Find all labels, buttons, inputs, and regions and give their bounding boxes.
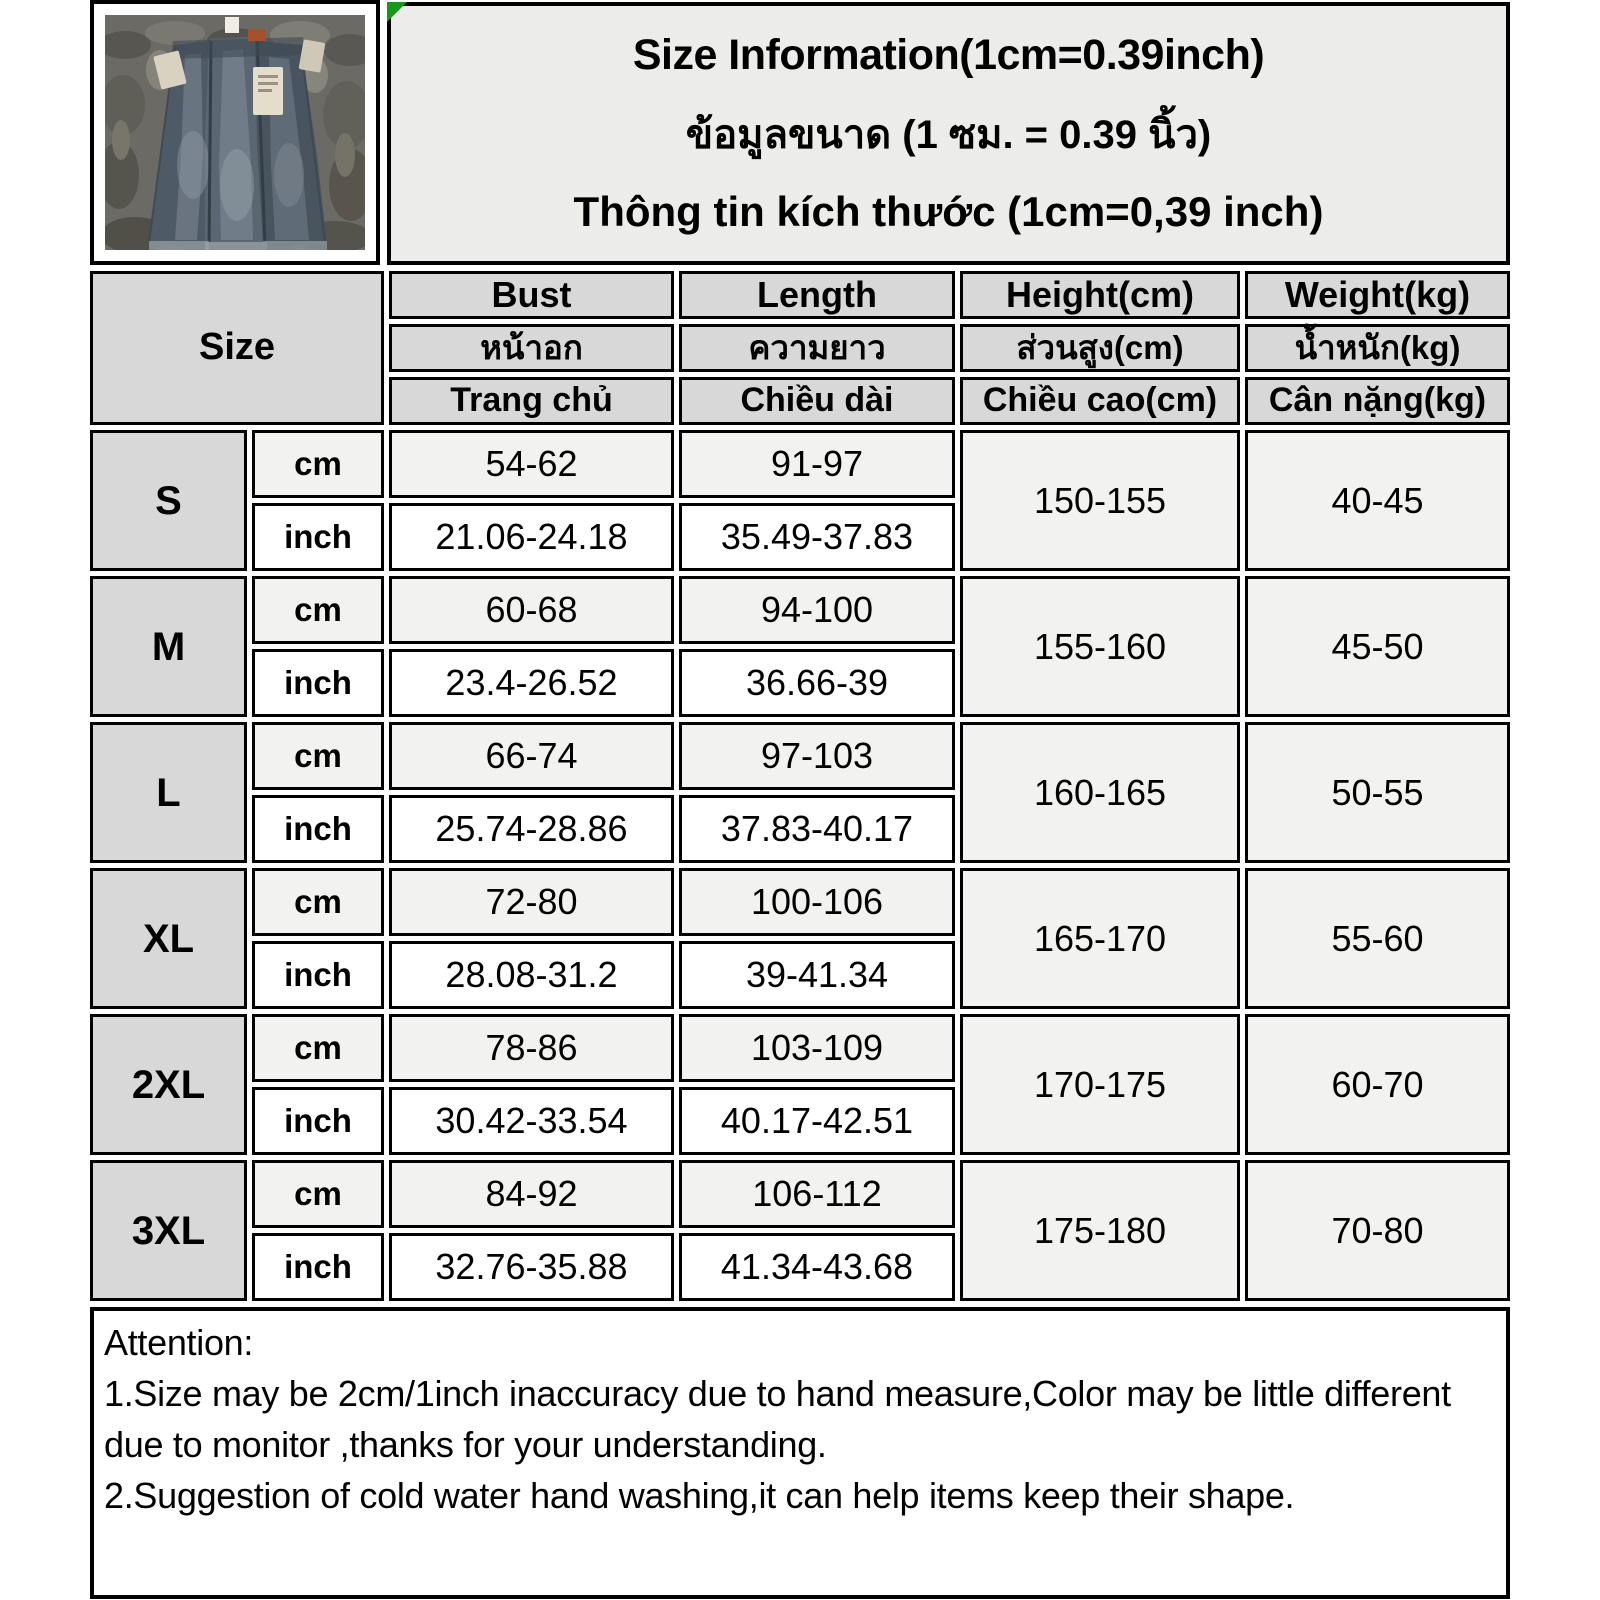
row-m-bust-cm: 60-68 bbox=[389, 576, 674, 644]
title-vietnamese: Thông tin kích thước (1cm=0,39 inch) bbox=[573, 188, 1324, 235]
row-xl-length-inch: 39-41.34 bbox=[679, 941, 955, 1009]
title-block: Size Information(1cm=0.39inch) ข้อมูลขนา… bbox=[387, 2, 1510, 265]
attention-heading: Attention: bbox=[104, 1322, 254, 1363]
row-2xl-bust-cm: 78-86 bbox=[389, 1014, 674, 1082]
header-bust-th: หน้าอก bbox=[389, 324, 674, 372]
row-xl-unit-cm: cm bbox=[252, 868, 384, 936]
row-l-label: L bbox=[90, 722, 247, 863]
row-s-length-cm: 91-97 bbox=[679, 430, 955, 498]
header-length-en: Length bbox=[679, 271, 955, 319]
row-l-bust-inch: 25.74-28.86 bbox=[389, 795, 674, 863]
product-photo-cell bbox=[90, 0, 380, 265]
row-xl-height: 165-170 bbox=[960, 868, 1240, 1009]
row-l-weight: 50-55 bbox=[1245, 722, 1510, 863]
product-photo bbox=[105, 15, 365, 250]
row-s-label: S bbox=[90, 430, 247, 571]
row-2xl-length-cm: 103-109 bbox=[679, 1014, 955, 1082]
row-2xl-bust-inch: 30.42-33.54 bbox=[389, 1087, 674, 1155]
row-xl-weight: 55-60 bbox=[1245, 868, 1510, 1009]
attention-note-2: 2.Suggestion of cold water hand washing,… bbox=[104, 1475, 1295, 1517]
row-l-unit-cm: cm bbox=[252, 722, 384, 790]
row-3xl-length-cm: 106-112 bbox=[679, 1160, 955, 1228]
row-m-weight: 45-50 bbox=[1245, 576, 1510, 717]
row-2xl-length-inch: 40.17-42.51 bbox=[679, 1087, 955, 1155]
row-l-bust-cm: 66-74 bbox=[389, 722, 674, 790]
row-m-unit-cm: cm bbox=[252, 576, 384, 644]
header-height-th: ส่วนสูง(cm) bbox=[960, 324, 1240, 372]
row-m-bust-inch: 23.4-26.52 bbox=[389, 649, 674, 717]
row-l-height: 160-165 bbox=[960, 722, 1240, 863]
row-l-length-cm: 97-103 bbox=[679, 722, 955, 790]
row-s-bust-inch: 21.06-24.18 bbox=[389, 503, 674, 571]
row-2xl-weight: 60-70 bbox=[1245, 1014, 1510, 1155]
attention-box: Attention: 1.Size may be 2cm/1inch inacc… bbox=[90, 1307, 1510, 1599]
row-xl-label: XL bbox=[90, 868, 247, 1009]
attention-note-1: 1.Size may be 2cm/1inch inaccuracy due t… bbox=[104, 1373, 1451, 1466]
row-m-length-inch: 36.66-39 bbox=[679, 649, 955, 717]
row-3xl-bust-inch: 32.76-35.88 bbox=[389, 1233, 674, 1301]
header-length-th: ความยาว bbox=[679, 324, 955, 372]
green-corner-marker bbox=[387, 2, 407, 22]
header-weight-en: Weight(kg) bbox=[1245, 271, 1510, 319]
header-length-vi: Chiều dài bbox=[679, 377, 955, 425]
header-size: Size bbox=[90, 271, 384, 425]
row-m-unit-inch: inch bbox=[252, 649, 384, 717]
row-xl-length-cm: 100-106 bbox=[679, 868, 955, 936]
header-height-en: Height(cm) bbox=[960, 271, 1240, 319]
header-weight-vi: Cân nặng(kg) bbox=[1245, 377, 1510, 425]
row-3xl-weight: 70-80 bbox=[1245, 1160, 1510, 1301]
row-3xl-label: 3XL bbox=[90, 1160, 247, 1301]
row-2xl-unit-cm: cm bbox=[252, 1014, 384, 1082]
row-3xl-unit-inch: inch bbox=[252, 1233, 384, 1301]
header-bust-vi: Trang chủ bbox=[389, 377, 674, 425]
row-2xl-label: 2XL bbox=[90, 1014, 247, 1155]
row-l-length-inch: 37.83-40.17 bbox=[679, 795, 955, 863]
row-3xl-unit-cm: cm bbox=[252, 1160, 384, 1228]
row-3xl-height: 175-180 bbox=[960, 1160, 1240, 1301]
row-s-height: 150-155 bbox=[960, 430, 1240, 571]
row-s-unit-inch: inch bbox=[252, 503, 384, 571]
row-m-length-cm: 94-100 bbox=[679, 576, 955, 644]
row-s-unit-cm: cm bbox=[252, 430, 384, 498]
row-l-unit-inch: inch bbox=[252, 795, 384, 863]
title-thai: ข้อมูลขนาด (1 ซม. = 0.39 นิ้ว) bbox=[685, 113, 1212, 157]
row-xl-bust-cm: 72-80 bbox=[389, 868, 674, 936]
row-xl-bust-inch: 28.08-31.2 bbox=[389, 941, 674, 1009]
row-2xl-height: 170-175 bbox=[960, 1014, 1240, 1155]
row-s-bust-cm: 54-62 bbox=[389, 430, 674, 498]
row-2xl-unit-inch: inch bbox=[252, 1087, 384, 1155]
row-m-label: M bbox=[90, 576, 247, 717]
title-english: Size Information(1cm=0.39inch) bbox=[632, 31, 1265, 79]
top-section: Size Information(1cm=0.39inch) ข้อมูลขนา… bbox=[90, 0, 1510, 265]
row-s-weight: 40-45 bbox=[1245, 430, 1510, 571]
row-s-length-inch: 35.49-37.83 bbox=[679, 503, 955, 571]
header-bust-en: Bust bbox=[389, 271, 674, 319]
row-3xl-bust-cm: 84-92 bbox=[389, 1160, 674, 1228]
header-weight-th: น้ำหนัก(kg) bbox=[1245, 324, 1510, 372]
row-3xl-length-inch: 41.34-43.68 bbox=[679, 1233, 955, 1301]
row-xl-unit-inch: inch bbox=[252, 941, 384, 1009]
size-table: Size Bust Length Height(cm) Weight(kg) ห… bbox=[90, 271, 1510, 1301]
header-height-vi: Chiều cao(cm) bbox=[960, 377, 1240, 425]
row-m-height: 155-160 bbox=[960, 576, 1240, 717]
